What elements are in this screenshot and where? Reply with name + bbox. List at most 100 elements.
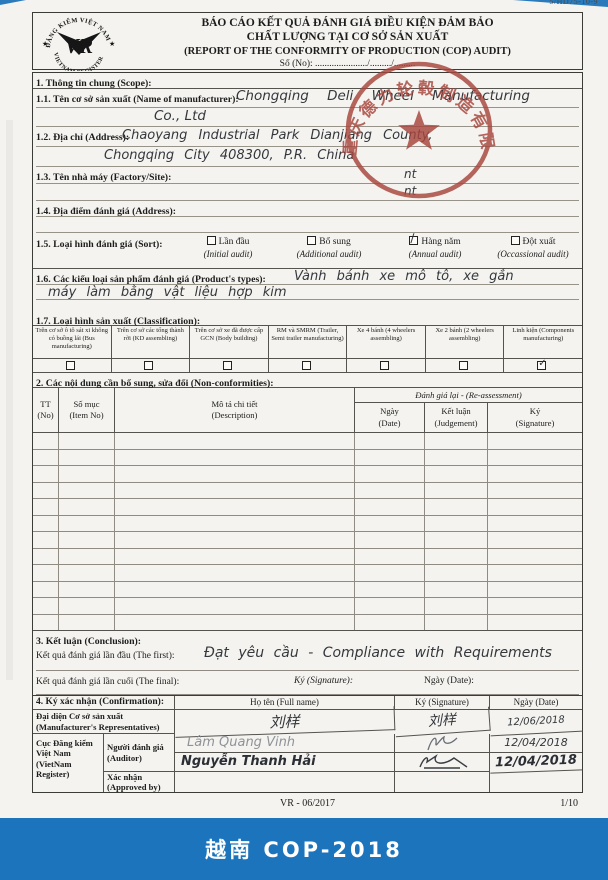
stamp-star [398,110,440,150]
form-code: VR - 06/2017 [280,798,335,809]
col-signature: Ký (Signature) [515,406,555,428]
classification-heading-row: 1.7. Loại hình sản xuất (Classification)… [33,311,582,327]
product-types-label: 1.6. Các kiểu loại sản phẩm đánh giá (Pr… [36,274,266,285]
logo-star-left: ★ [42,40,48,48]
checkbox-2-wheelers[interactable] [458,361,468,370]
factory-site-value: nt [404,167,417,181]
auditor2-signature [395,753,490,772]
bottom-banner-label: 越南 COP-2018 [205,838,403,862]
field-product-types: 1.6. Các kiểu loại sản phẩm đánh giá (Pr… [33,269,582,311]
table-row [33,449,582,466]
auditor1-name: Lâm Quang Vinh [175,734,395,753]
table-row [33,581,582,598]
approved-by-name-cell [175,772,395,792]
title-line-3: (REPORT OF THE CONFORMITY OF PRODUCTION … [184,45,511,57]
col-no: TT (No) [33,388,59,432]
auditor-label: Người đánh giá (Auditor) [104,734,175,772]
table-row [33,433,582,450]
checkbox-occasional-audit[interactable] [510,236,520,245]
classification-col-kd: Trên cơ sở các tổng thành rời (KD assemb… [111,326,191,372]
logo-monogram: VR [65,34,93,58]
auditor2-date: 12/04/2018 [489,751,583,774]
col-date: Ngày (Date) [355,403,425,432]
sort-option-initial: Lần đầu (Initial audit) [203,236,253,259]
manufacturer-rep-label: Đại diện Cơ sở sản xuất (Manufacturer's … [33,710,175,734]
table-row [33,499,582,516]
table-row [33,565,582,582]
col-group-reassessment: Đánh giá lại - (Re-assessment) [355,388,582,403]
conclusion-final-label: Kết quả đánh giá lần cuối (The final): [36,677,180,687]
signature-scribble [427,735,458,751]
nonconformities-table: TT (No) Số mục (Item No) Mô tả chi tiết … [33,388,582,631]
title-line-2: CHẤT LƯỢNG TẠI CƠ SỞ SẢN XUẤT [246,31,449,44]
manufacturer-name-label: 1.1. Tên cơ sở sản xuất (Name of manufac… [36,94,239,105]
stamp-ring [345,61,493,199]
audit-address-label: 1.4. Địa điểm đánh giá (Address): [36,206,176,217]
table-row [33,548,582,565]
confirmation-col-name: Họ tên (Full name) [175,696,395,710]
product-types-value-line2: máy làm bằng vật liệu hợp kim [48,285,287,300]
classification-col-bus: Trên cơ sở ô tô sát xi không có buồng lá… [33,326,112,372]
table-row [33,515,582,532]
approved-by-signature-cell [395,772,490,792]
audit-sort-label: 1.5. Loại hình đánh giá (Sort): [36,239,163,250]
table-row [33,466,582,483]
report-title-block: BÁO CÁO KẾT QUẢ ĐÁNH GIÁ ĐIỀU KIỆN ĐẢM B… [125,13,570,71]
checkbox-components-manufacturing[interactable]: ✓ [537,358,547,370]
sort-option-occasional: Đột xuất (Occassional audit) [497,236,569,259]
checkbox-trailer-manufacturing[interactable] [301,361,311,370]
report-body: 1. Thông tin chung (Scope): 1.1. Tên cơ … [32,72,583,793]
report-header: ĐĂNG KIỂM VIỆT NAM VIETNAM REGISTER ★ ★ … [32,12,583,71]
col-description: Mô tả chi tiết (Description) [115,388,355,432]
confirmation-table: 4. Ký xác nhận (Confirmation): Họ tên (F… [33,695,583,792]
title-line-1: BÁO CÁO KẾT QUẢ ĐÁNH GIÁ ĐIỀU KIỆN ĐẢM B… [201,17,494,29]
report-number-line: Số (No): ....................../........… [279,58,416,69]
logo-star-right: ★ [109,40,115,48]
conclusion-heading: 3. Kết luận (Conclusion): [36,636,142,647]
field-audit-address: 1.4. Địa điểm đánh giá (Address): [33,201,582,233]
field-factory-site: 1.3. Tên nhà máy (Factory/Site): nt nt [33,167,582,201]
checkbox-additional-audit[interactable] [307,236,317,245]
checkbox-body-building[interactable] [222,361,232,370]
col-judgement: Kết luận (Judgement) [425,403,488,432]
field-address: 1.2. Địa chỉ (Address): Chaoyang Industr… [33,127,582,167]
checkbox-4-wheelers[interactable] [380,361,390,370]
classification-heading: 1.7. Loại hình sản xuất (Classification)… [36,316,201,327]
manufacturer-name-value-line2: Co., Ltd [154,108,206,124]
classification-col-body: Trên cơ sở xe đã được cấp GCN (Body buil… [190,326,269,372]
sort-option-additional: Bổ sung (Additional audit) [296,236,362,259]
auditor1-signature [395,734,490,753]
product-types-value-line1: Vành bánh xe mô tô, xe gắn [294,269,514,284]
col-item-no: Số mục (Item No) [59,388,115,432]
vr-authority-label: Cục Đăng kiểm Việt Nam (VietNam Register… [33,734,104,792]
checkbox-annual-audit[interactable]: ∕ [409,231,419,245]
corner-form-code: 5/HD75-10-9 [549,0,598,6]
classification-table: Trên cơ sở ô tô sát xi không có buồng lá… [33,326,583,373]
field-manufacturer-name: 1.1. Tên cơ sở sản xuất (Name of manufac… [33,88,582,127]
approved-by-label: Xác nhận (Approved by) [104,772,175,792]
checkbox-initial-audit[interactable] [206,236,216,245]
conclusion-sign-label: Ký (Signature): [294,676,354,686]
manufacturer-rep-date: 12/06/2018 [489,707,583,737]
checkbox-kd-assembling[interactable] [144,361,154,370]
classification-col-trailer: RM và SMRM (Trailer, Semi trailer manufa… [268,326,348,372]
nonconformities-header: TT (No) Số mục (Item No) Mô tả chi tiết … [33,388,582,433]
page-footer: VR - 06/2017 1/10 [32,798,583,809]
scan-artifact [6,120,13,680]
conclusion-first-value: Đạt yêu cầu - Compliance with Requiremen… [204,645,552,661]
red-company-stamp: 重庆德力轮毂制造有限公司 [341,58,495,199]
checkbox-bus-manufacturing[interactable] [65,361,75,370]
classification-col-2wheel: Xe 2 bánh (2 wheelers assembling) [425,326,505,372]
confirmation-col-date: Ngày (Date) [490,696,582,710]
signature-scribble [419,753,468,769]
section2-heading-row: 2. Các nội dung cần bổ sung, sửa đổi (No… [33,373,582,389]
confirmation-col-signature: Ký (Signature) [395,696,490,710]
section1-heading-row: 1. Thông tin chung (Scope): [33,73,582,89]
confirmation-heading: 4. Ký xác nhận (Confirmation): [33,696,175,710]
section2-heading: 2. Các nội dung cần bổ sung, sửa đổi (No… [36,378,274,389]
field-audit-sort: 1.5. Loại hình đánh giá (Sort): Lần đầu … [33,231,582,269]
manufacturer-rep-signature: 刘样 [394,706,491,738]
address-value-line1: Chaoyang Industrial Park Dianjiang Count… [122,128,433,143]
logo-wing-shape [57,32,101,55]
stamp-company-name: 重庆德力轮毂制造有限公司 [341,58,495,156]
